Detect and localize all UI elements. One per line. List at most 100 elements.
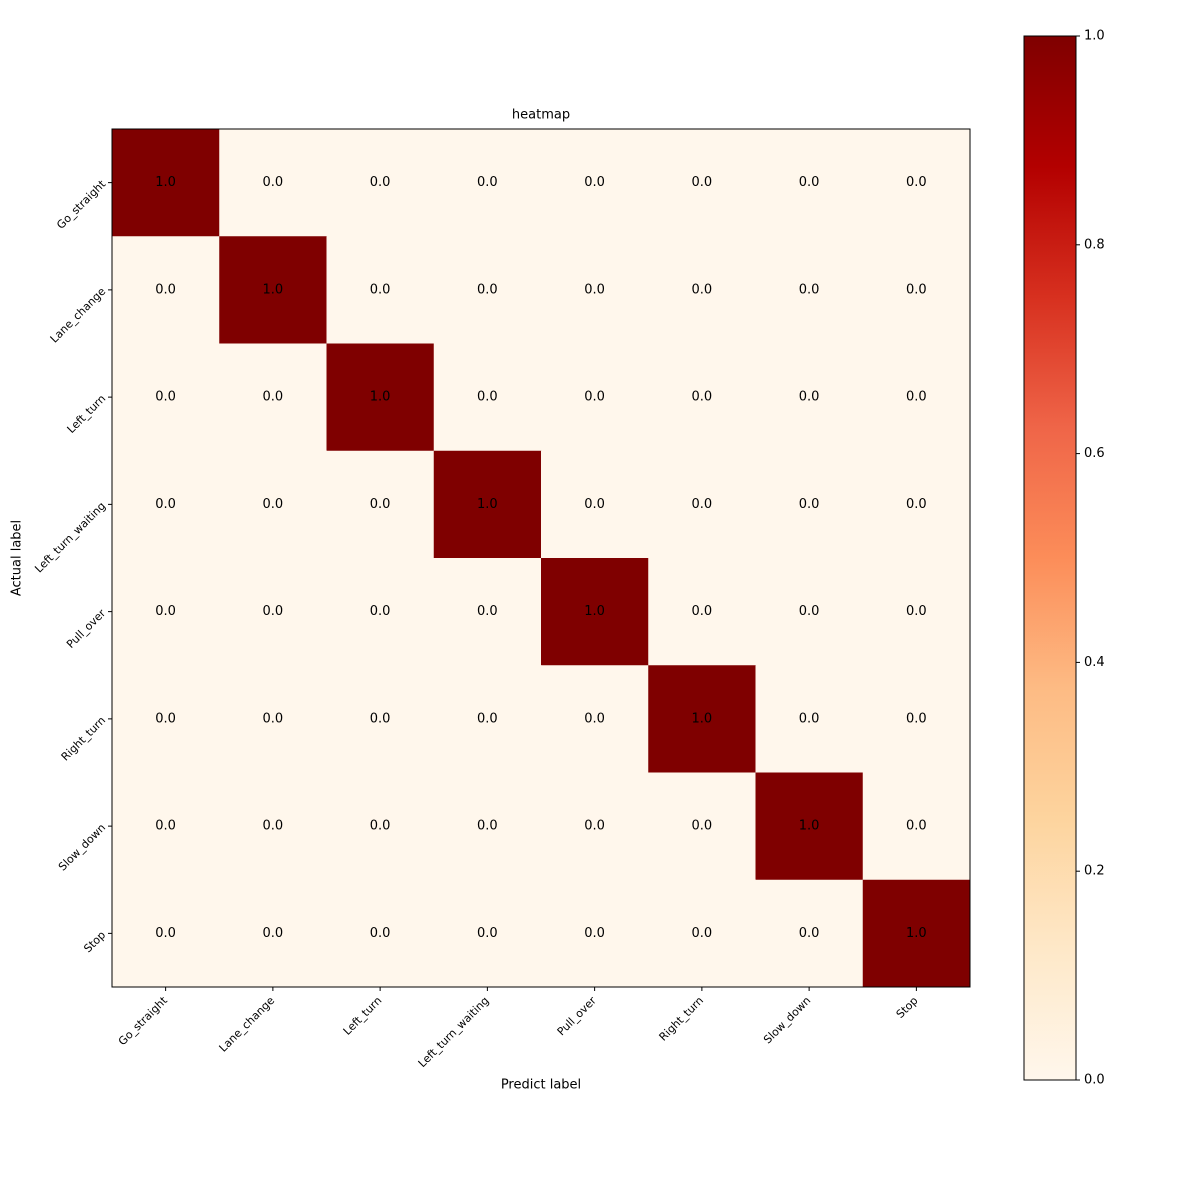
- y-tick-label: Go_straight: [54, 177, 108, 231]
- cell-label: 0.0: [370, 604, 391, 619]
- x-tick-label: Left_turn: [341, 994, 385, 1038]
- cell-label: 0.0: [263, 819, 284, 834]
- heatmap-cell: [541, 343, 649, 452]
- heatmap-cell: [433, 129, 542, 237]
- cell-label: 0.0: [906, 282, 927, 297]
- heatmap-cell: [433, 772, 542, 881]
- cell-label: 0.0: [906, 604, 927, 619]
- heatmap-cell: [433, 558, 542, 666]
- x-tick-label: Slow_down: [761, 994, 813, 1046]
- cell-label: 0.0: [477, 926, 498, 941]
- heatmap-cell: [433, 665, 542, 773]
- cell-label: 1.0: [263, 282, 284, 297]
- colorbar: [1023, 35, 1077, 1081]
- heatmap-cell: [219, 879, 327, 988]
- heatmap-cell: [433, 450, 542, 559]
- heatmap-cell: [862, 450, 971, 559]
- cell-label: 1.0: [799, 819, 820, 834]
- x-tick-label: Stop: [894, 994, 921, 1021]
- cell-label: 0.0: [692, 390, 713, 405]
- heatmap-cell: [755, 879, 864, 988]
- cell-label: 1.0: [584, 604, 605, 619]
- cell-label: 0.0: [155, 926, 176, 941]
- cell-label: 0.0: [263, 711, 284, 726]
- heatmap-cell: [112, 236, 220, 344]
- cell-label: 0.0: [370, 282, 391, 297]
- heatmap-cell: [219, 558, 327, 666]
- cell-label: 0.0: [584, 819, 605, 834]
- heatmap-cell: [112, 450, 220, 559]
- cell-label: 0.0: [799, 282, 820, 297]
- cell-label: 0.0: [370, 819, 391, 834]
- cell-label: 0.0: [155, 711, 176, 726]
- heatmap-cell: [112, 129, 220, 237]
- heatmap-cell: [862, 129, 971, 237]
- cell-label: 1.0: [155, 175, 176, 190]
- heatmap-cell: [648, 879, 756, 988]
- heatmap-cell: [648, 665, 756, 773]
- heatmap-cell: [433, 236, 542, 344]
- heatmap-cell: [541, 450, 649, 559]
- heatmap-cell: [219, 450, 327, 559]
- heatmap-cell: [541, 879, 649, 988]
- heatmap-cell: [541, 665, 649, 773]
- cell-label: 0.0: [692, 497, 713, 512]
- y-tick-label: Right_turn: [59, 714, 109, 764]
- cell-label: 0.0: [477, 604, 498, 619]
- cell-label: 0.0: [155, 282, 176, 297]
- heatmap-cell: [541, 558, 649, 666]
- heatmap-cell: [326, 450, 435, 559]
- heatmap-cell: [648, 558, 756, 666]
- x-tick-label: Pull_over: [555, 994, 600, 1039]
- cell-label: 0.0: [477, 175, 498, 190]
- cell-label: 0.0: [584, 711, 605, 726]
- heatmap-cell: [219, 343, 327, 452]
- cell-label: 1.0: [692, 711, 713, 726]
- cell-label: 0.0: [799, 604, 820, 619]
- cell-label: 1.0: [906, 926, 927, 941]
- cell-label: 0.0: [906, 819, 927, 834]
- heatmap-cell: [755, 450, 864, 559]
- heatmap-cell: [112, 772, 220, 881]
- x-tick-label: Right_turn: [657, 994, 707, 1044]
- cell-label: 0.0: [477, 711, 498, 726]
- heatmap-cell: [648, 236, 756, 344]
- colorbar-tick-label: 0.6: [1084, 446, 1105, 461]
- x-axis-title: Predict label: [501, 1078, 581, 1093]
- heatmap-cell: [112, 558, 220, 666]
- cell-label: 1.0: [370, 390, 391, 405]
- heatmap-cell: [755, 772, 864, 881]
- y-tick-label: Pull_over: [64, 606, 109, 651]
- y-tick-label: Left_turn_waiting: [32, 499, 108, 575]
- cell-label: 0.0: [263, 497, 284, 512]
- cell-label: 0.0: [584, 926, 605, 941]
- cell-label: 0.0: [799, 926, 820, 941]
- cell-label: 0.0: [477, 390, 498, 405]
- cell-label: 0.0: [584, 497, 605, 512]
- cell-label: 0.0: [906, 175, 927, 190]
- colorbar-tick-label: 0.2: [1084, 864, 1105, 879]
- heatmap-cell: [433, 343, 542, 452]
- cell-label: 0.0: [155, 819, 176, 834]
- colorbar-tick-label: 0.8: [1084, 237, 1105, 252]
- chart-title: heatmap: [512, 108, 570, 123]
- y-tick-label: Stop: [81, 928, 108, 955]
- heatmap-cell: [541, 236, 649, 344]
- heatmap-cell: [648, 450, 756, 559]
- heatmap-cell: [326, 236, 435, 344]
- heatmap-cell: [541, 129, 649, 237]
- cell-label: 0.0: [584, 175, 605, 190]
- y-tick-label: Left_turn: [65, 392, 109, 436]
- heatmap-cell: [219, 129, 327, 237]
- heatmap-cell: [862, 558, 971, 666]
- cell-label: 0.0: [906, 390, 927, 405]
- heatmap-cell: [219, 772, 327, 881]
- colorbar-tick-label: 1.0: [1084, 29, 1105, 44]
- cell-label: 0.0: [584, 390, 605, 405]
- heatmap-cell: [755, 343, 864, 452]
- cell-label: 0.0: [906, 711, 927, 726]
- cell-label: 0.0: [692, 282, 713, 297]
- cell-label: 0.0: [692, 175, 713, 190]
- heatmap-cell: [755, 665, 864, 773]
- plot-frame: [111, 128, 971, 988]
